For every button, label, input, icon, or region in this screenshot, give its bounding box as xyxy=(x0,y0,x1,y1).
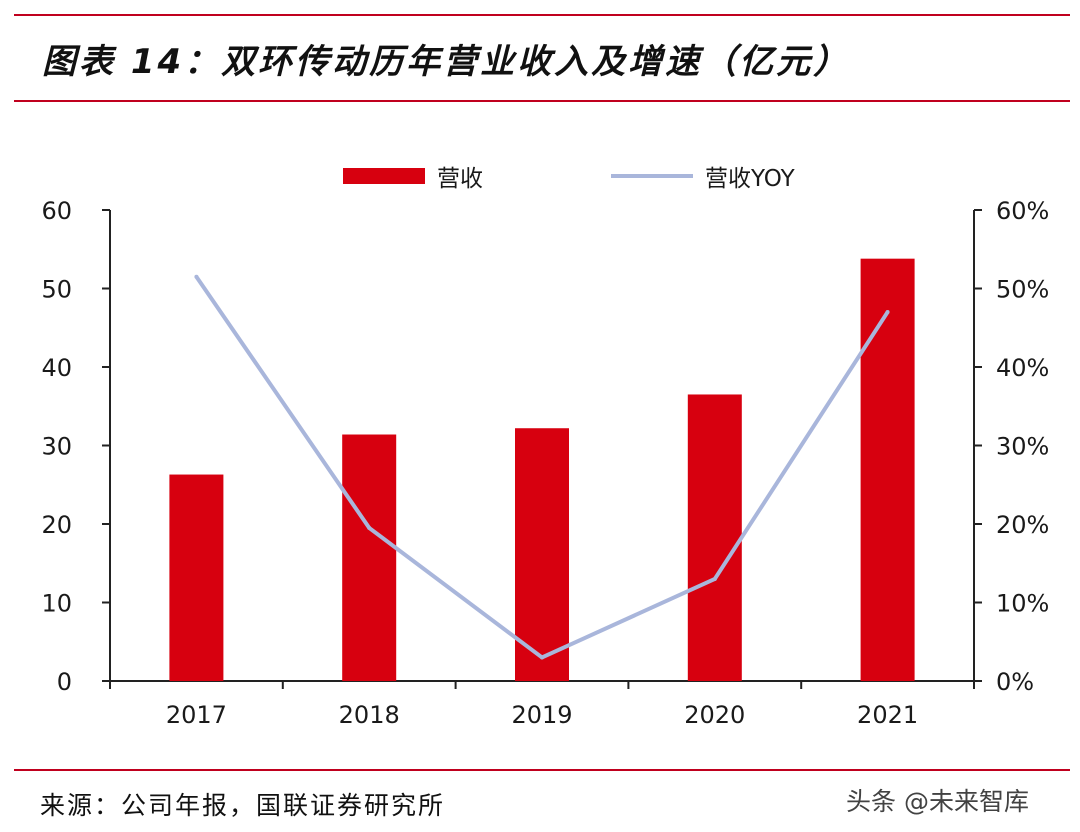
right-tick-label: 60% xyxy=(996,197,1049,225)
x-tick-label: 2017 xyxy=(166,701,227,729)
top-rule xyxy=(14,14,1070,16)
left-tick-label: 50 xyxy=(41,276,72,304)
right-tick-label: 50% xyxy=(996,276,1049,304)
chart-title: 图表 14：双环传动历年营业收入及增速（亿元） xyxy=(42,42,851,82)
x-tick-label: 2021 xyxy=(857,701,918,729)
revenue-chart: 营收 营收YOY 0 10 20 30 40 50 60 0% 10% 20% 30% 40% 50% 6… xyxy=(41,166,1049,729)
legend-label-yoy: 营收YOY xyxy=(705,166,796,192)
bar-2020 xyxy=(687,394,742,681)
right-tick-label: 10% xyxy=(996,590,1049,618)
line-series xyxy=(194,274,890,660)
axis-labels: 0 10 20 30 40 50 60 0% 10% 20% 30% 40% 50% 60% 2017 201… xyxy=(41,197,1049,729)
bar-2017 xyxy=(169,474,224,681)
yoy-point-2020 xyxy=(712,576,717,581)
source-note: 来源：公司年报，国联证券研究所 xyxy=(40,791,446,820)
watermark: 头条 @未来智库 xyxy=(846,787,1029,816)
x-tick-label: 2018 xyxy=(339,701,400,729)
x-tick-label: 2020 xyxy=(684,701,745,729)
right-tick-label: 30% xyxy=(996,433,1049,461)
right-tick-label: 20% xyxy=(996,511,1049,539)
left-tick-label: 0 xyxy=(57,668,72,696)
right-tick-label: 40% xyxy=(996,354,1049,382)
bar-2021 xyxy=(860,258,915,681)
yoy-point-2021 xyxy=(885,310,890,315)
left-tick-label: 20 xyxy=(41,511,72,539)
bar-2019 xyxy=(515,428,569,681)
left-tick-label: 10 xyxy=(41,590,72,618)
bar-2018 xyxy=(342,434,397,681)
left-tick-label: 30 xyxy=(41,433,72,461)
legend: 营收 营收YOY xyxy=(343,166,796,192)
title-underline xyxy=(14,100,1070,102)
left-tick-label: 40 xyxy=(41,354,72,382)
bar-series xyxy=(169,258,915,681)
x-tick-label: 2019 xyxy=(511,701,572,729)
yoy-point-2019 xyxy=(540,655,544,660)
legend-swatch-revenue xyxy=(343,168,425,184)
yoy-point-2017 xyxy=(194,274,199,279)
legend-label-revenue: 营收 xyxy=(437,166,483,192)
right-tick-label: 0% xyxy=(996,668,1034,696)
yoy-point-2018 xyxy=(367,525,372,530)
bottom-rule xyxy=(14,769,1070,771)
left-tick-label: 60 xyxy=(41,197,72,225)
